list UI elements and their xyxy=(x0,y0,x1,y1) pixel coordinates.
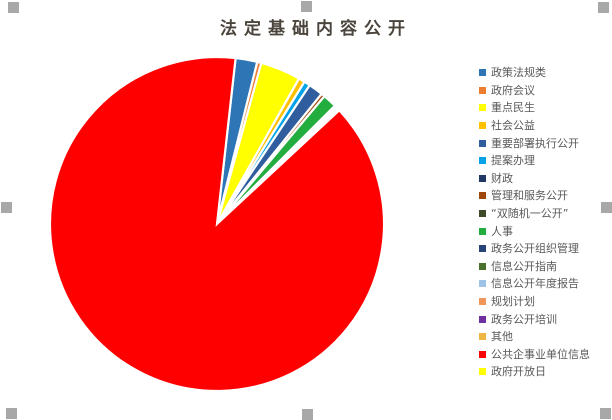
legend-label: 公共企事业单位信息 xyxy=(491,347,590,361)
legend-swatch-icon xyxy=(479,86,486,94)
legend-item-12[interactable]: 信息公开指南 xyxy=(479,258,590,276)
legend-label: 重要部署执行公开 xyxy=(491,136,579,150)
legend-item-4[interactable]: 社会公益 xyxy=(479,117,590,135)
legend-item-1[interactable]: 政策法规类 xyxy=(479,64,590,82)
legend-item-16[interactable]: 其他 xyxy=(479,328,590,346)
legend-item-2[interactable]: 政府会议 xyxy=(479,82,590,100)
legend-label: 信息公开指南 xyxy=(491,259,557,273)
legend-swatch-icon xyxy=(479,262,486,270)
legend-swatch-icon xyxy=(479,192,486,200)
legend-swatch-icon xyxy=(479,210,486,218)
legend-item-6[interactable]: 提案办理 xyxy=(479,152,590,170)
legend-swatch-icon xyxy=(479,174,486,182)
legend-item-18[interactable]: 政府开放日 xyxy=(479,363,590,381)
legend-label: 重点民生 xyxy=(491,101,535,115)
legend-label: “双随机一公开” xyxy=(491,207,569,221)
selection-handle-top-right[interactable] xyxy=(598,2,609,13)
legend-swatch-icon xyxy=(479,315,486,323)
legend-item-9[interactable]: “双随机一公开” xyxy=(479,205,590,223)
legend-swatch-icon xyxy=(479,104,486,112)
legend-swatch-icon xyxy=(479,280,486,288)
selection-handle-bottom-left[interactable] xyxy=(6,408,17,419)
legend-label: 政务公开组织管理 xyxy=(491,242,579,256)
legend-label: 管理和服务公开 xyxy=(491,189,568,203)
legend-label: 政务公开培训 xyxy=(491,312,557,326)
legend-label: 规划计划 xyxy=(491,295,535,309)
selection-handle-middle-right[interactable] xyxy=(601,202,612,213)
legend-swatch-icon xyxy=(479,245,486,253)
legend-label: 政策法规类 xyxy=(491,66,546,80)
legend-swatch-icon xyxy=(479,298,486,306)
legend-swatch-icon xyxy=(479,157,486,165)
legend-item-11[interactable]: 政务公开组织管理 xyxy=(479,240,590,258)
selection-handle-middle-left[interactable] xyxy=(1,202,12,213)
legend-swatch-icon xyxy=(479,368,486,376)
legend-swatch-icon xyxy=(479,139,486,147)
selection-handle-top-left[interactable] xyxy=(8,2,19,13)
legend-item-14[interactable]: 规划计划 xyxy=(479,293,590,311)
selection-handle-bottom-right[interactable] xyxy=(600,408,611,419)
legend-swatch-icon xyxy=(479,69,486,77)
chart-title: 法定基础内容公开 xyxy=(220,19,412,39)
legend-swatch-icon xyxy=(479,350,486,358)
legend-label: 社会公益 xyxy=(491,119,535,133)
legend-label: 人事 xyxy=(491,224,513,238)
legend-label: 提案办理 xyxy=(491,154,535,168)
legend-item-15[interactable]: 政务公开培训 xyxy=(479,310,590,328)
legend-item-10[interactable]: 人事 xyxy=(479,222,590,240)
pie-slice-17[interactable] xyxy=(48,55,386,393)
selection-handle-top-middle[interactable] xyxy=(301,1,312,12)
legend-item-3[interactable]: 重点民生 xyxy=(479,99,590,117)
legend-item-8[interactable]: 管理和服务公开 xyxy=(479,187,590,205)
legend-label: 财政 xyxy=(491,171,513,185)
legend-label: 政府会议 xyxy=(491,83,535,97)
legend-item-13[interactable]: 信息公开年度报告 xyxy=(479,275,590,293)
legend-swatch-icon xyxy=(479,227,486,235)
legend-item-7[interactable]: 财政 xyxy=(479,170,590,188)
selection-handle-bottom-middle[interactable] xyxy=(302,409,313,420)
legend-label: 其他 xyxy=(491,330,513,344)
legend-item-17[interactable]: 公共企事业单位信息 xyxy=(479,346,590,364)
legend-label: 政府开放日 xyxy=(491,365,546,379)
legend-swatch-icon xyxy=(479,333,486,341)
legend-label: 信息公开年度报告 xyxy=(491,277,579,291)
legend-item-5[interactable]: 重要部署执行公开 xyxy=(479,134,590,152)
legend: 政策法规类政府会议重点民生社会公益重要部署执行公开 提案办理财政管理和服务公开 “双… xyxy=(479,64,590,381)
legend-swatch-icon xyxy=(479,122,486,130)
